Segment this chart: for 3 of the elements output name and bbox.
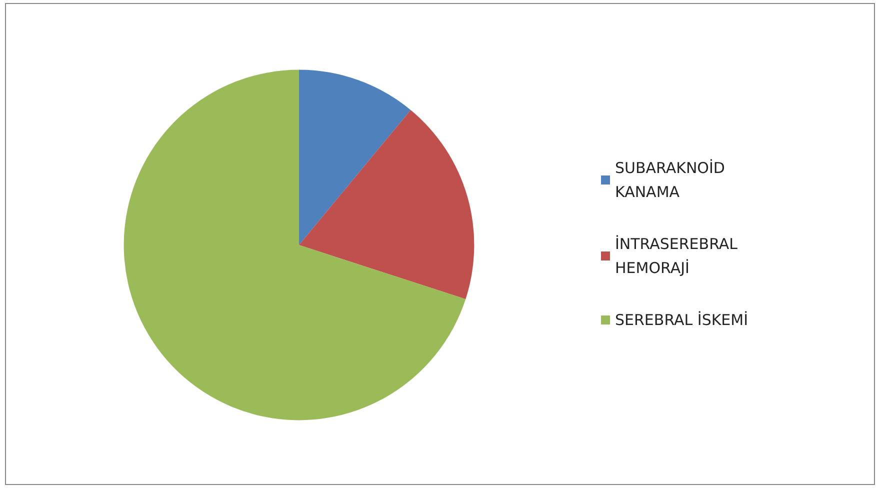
legend-label: İNTRASEREBRAL HEMORAJİ	[615, 235, 742, 277]
legend-label: SUBARAKNOİD KANAMA	[615, 159, 730, 201]
legend-label: SEREBRAL İSKEMİ	[615, 311, 748, 329]
